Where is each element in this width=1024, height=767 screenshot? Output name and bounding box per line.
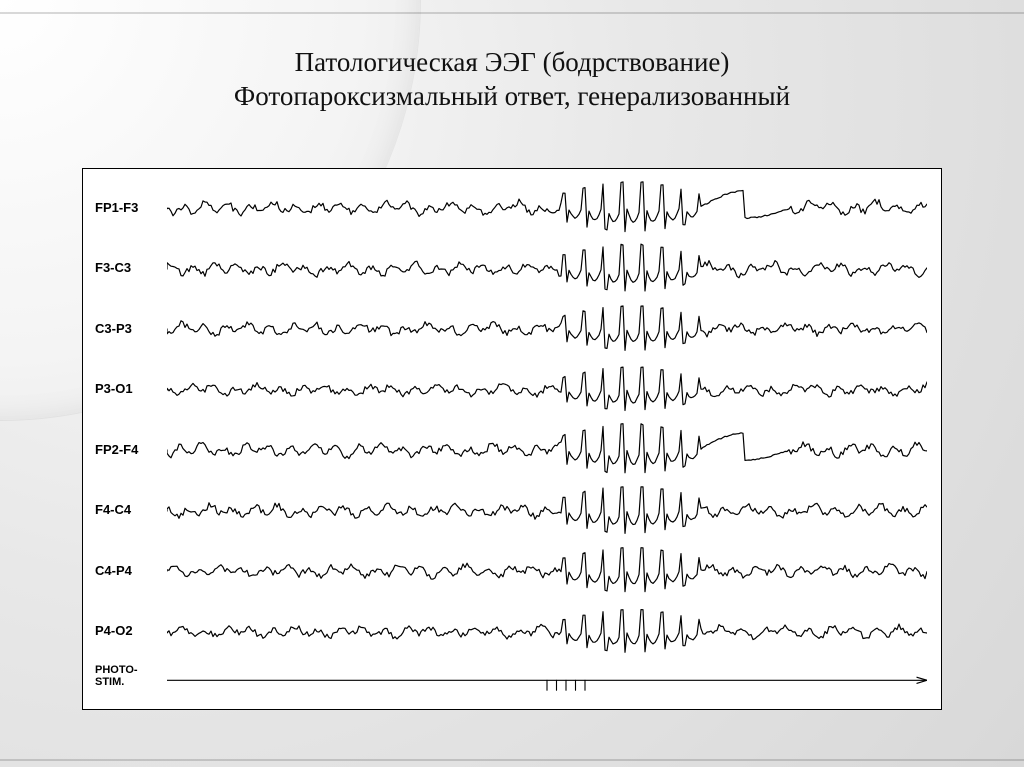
eeg-channels-area: FP1-F3 F3-C3 C3-P3 P3-O1 FP2-F4 F4-C4 C4-P4 P4-… [95,179,927,697]
channel-label: FP1-F3 [95,200,159,215]
channel-waveform [167,421,927,479]
channel-waveform [167,482,927,540]
channel-label: C3-P3 [95,321,159,336]
stim-label: PHOTO-STIM. [95,665,159,688]
channel-label: F3-C3 [95,260,159,275]
slide: Патологическая ЭЭГ (бодрствование) Фотоп… [0,0,1024,767]
channel-label: P3-O1 [95,381,159,396]
channel-label: P4-O2 [95,623,159,638]
top-edge-line [0,12,1024,14]
channel-waveform [167,179,927,237]
channel-waveform [167,542,927,600]
channel-waveform [167,300,927,358]
bottom-edge-line [0,759,1024,761]
channel-label: F4-C4 [95,502,159,517]
channel-label: FP2-F4 [95,442,159,457]
stim-trace [167,665,927,699]
channel-label: C4-P4 [95,563,159,578]
title-line-1: Патологическая ЭЭГ (бодрствование) [0,46,1024,80]
title-line-2: Фотопароксизмальный ответ, генерализован… [0,80,1024,114]
eeg-chart: FP1-F3 F3-C3 C3-P3 P3-O1 FP2-F4 F4-C4 C4-P4 P4-… [82,168,942,710]
title-block: Патологическая ЭЭГ (бодрствование) Фотоп… [0,46,1024,114]
channel-waveform [167,603,927,661]
channel-waveform [167,361,927,419]
channel-waveform [167,240,927,298]
